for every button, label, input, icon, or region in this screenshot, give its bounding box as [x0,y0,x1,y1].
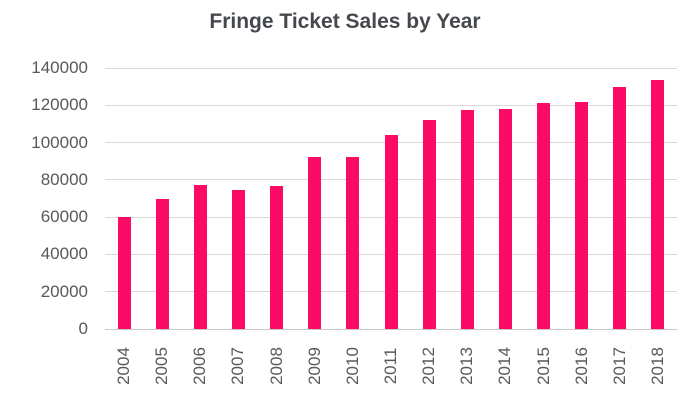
bar-2006 [193,185,207,329]
bar-2009 [308,156,322,329]
x-tick-label: 2018 [647,347,667,385]
bar-2004 [117,217,131,329]
bar-2014 [498,109,512,329]
gridline [105,104,677,106]
bar-2010 [346,156,360,329]
y-tick-label: 100000 [31,132,88,152]
y-tick-label: 0 [78,319,88,338]
x-tick-label: 2011 [381,347,400,385]
x-tick-label: 2013 [457,347,477,385]
x-tick-label: 2015 [533,347,553,385]
x-tick-label: 2010 [342,347,362,385]
y-tick-label: 40000 [40,244,88,264]
bar-2005 [155,198,169,329]
x-tick-label: 2014 [495,347,515,385]
x-tick-label: 2008 [266,347,286,385]
bar-2007 [231,190,245,329]
gridline [105,67,677,69]
y-tick-label: 140000 [31,58,88,77]
x-tick-label: 2009 [304,347,324,385]
x-axis-baseline [105,328,677,330]
bar-2016 [575,101,589,329]
x-tick-label: 2004 [114,347,134,385]
bar-2008 [270,186,284,329]
x-tick-label: 2006 [190,347,210,385]
bar-2011 [384,135,398,329]
bar-2017 [613,86,627,329]
y-tick-label: 80000 [40,169,88,189]
plot-area [105,67,677,330]
x-tick-label: 2007 [228,347,248,385]
y-tick-label: 120000 [31,95,88,115]
x-tick-label: 2017 [609,347,629,385]
bar-2013 [460,109,474,329]
bar-2012 [422,120,436,329]
bar-2015 [537,102,551,329]
x-tick-label: 2005 [152,347,172,385]
y-tick-label: 60000 [40,207,88,227]
bar-2018 [651,80,665,329]
y-tick-label: 20000 [40,281,88,301]
x-tick-label: 2012 [419,347,439,385]
x-tick-label: 2016 [571,347,591,385]
chart-title: Fringe Ticket Sales by Year [209,10,481,33]
